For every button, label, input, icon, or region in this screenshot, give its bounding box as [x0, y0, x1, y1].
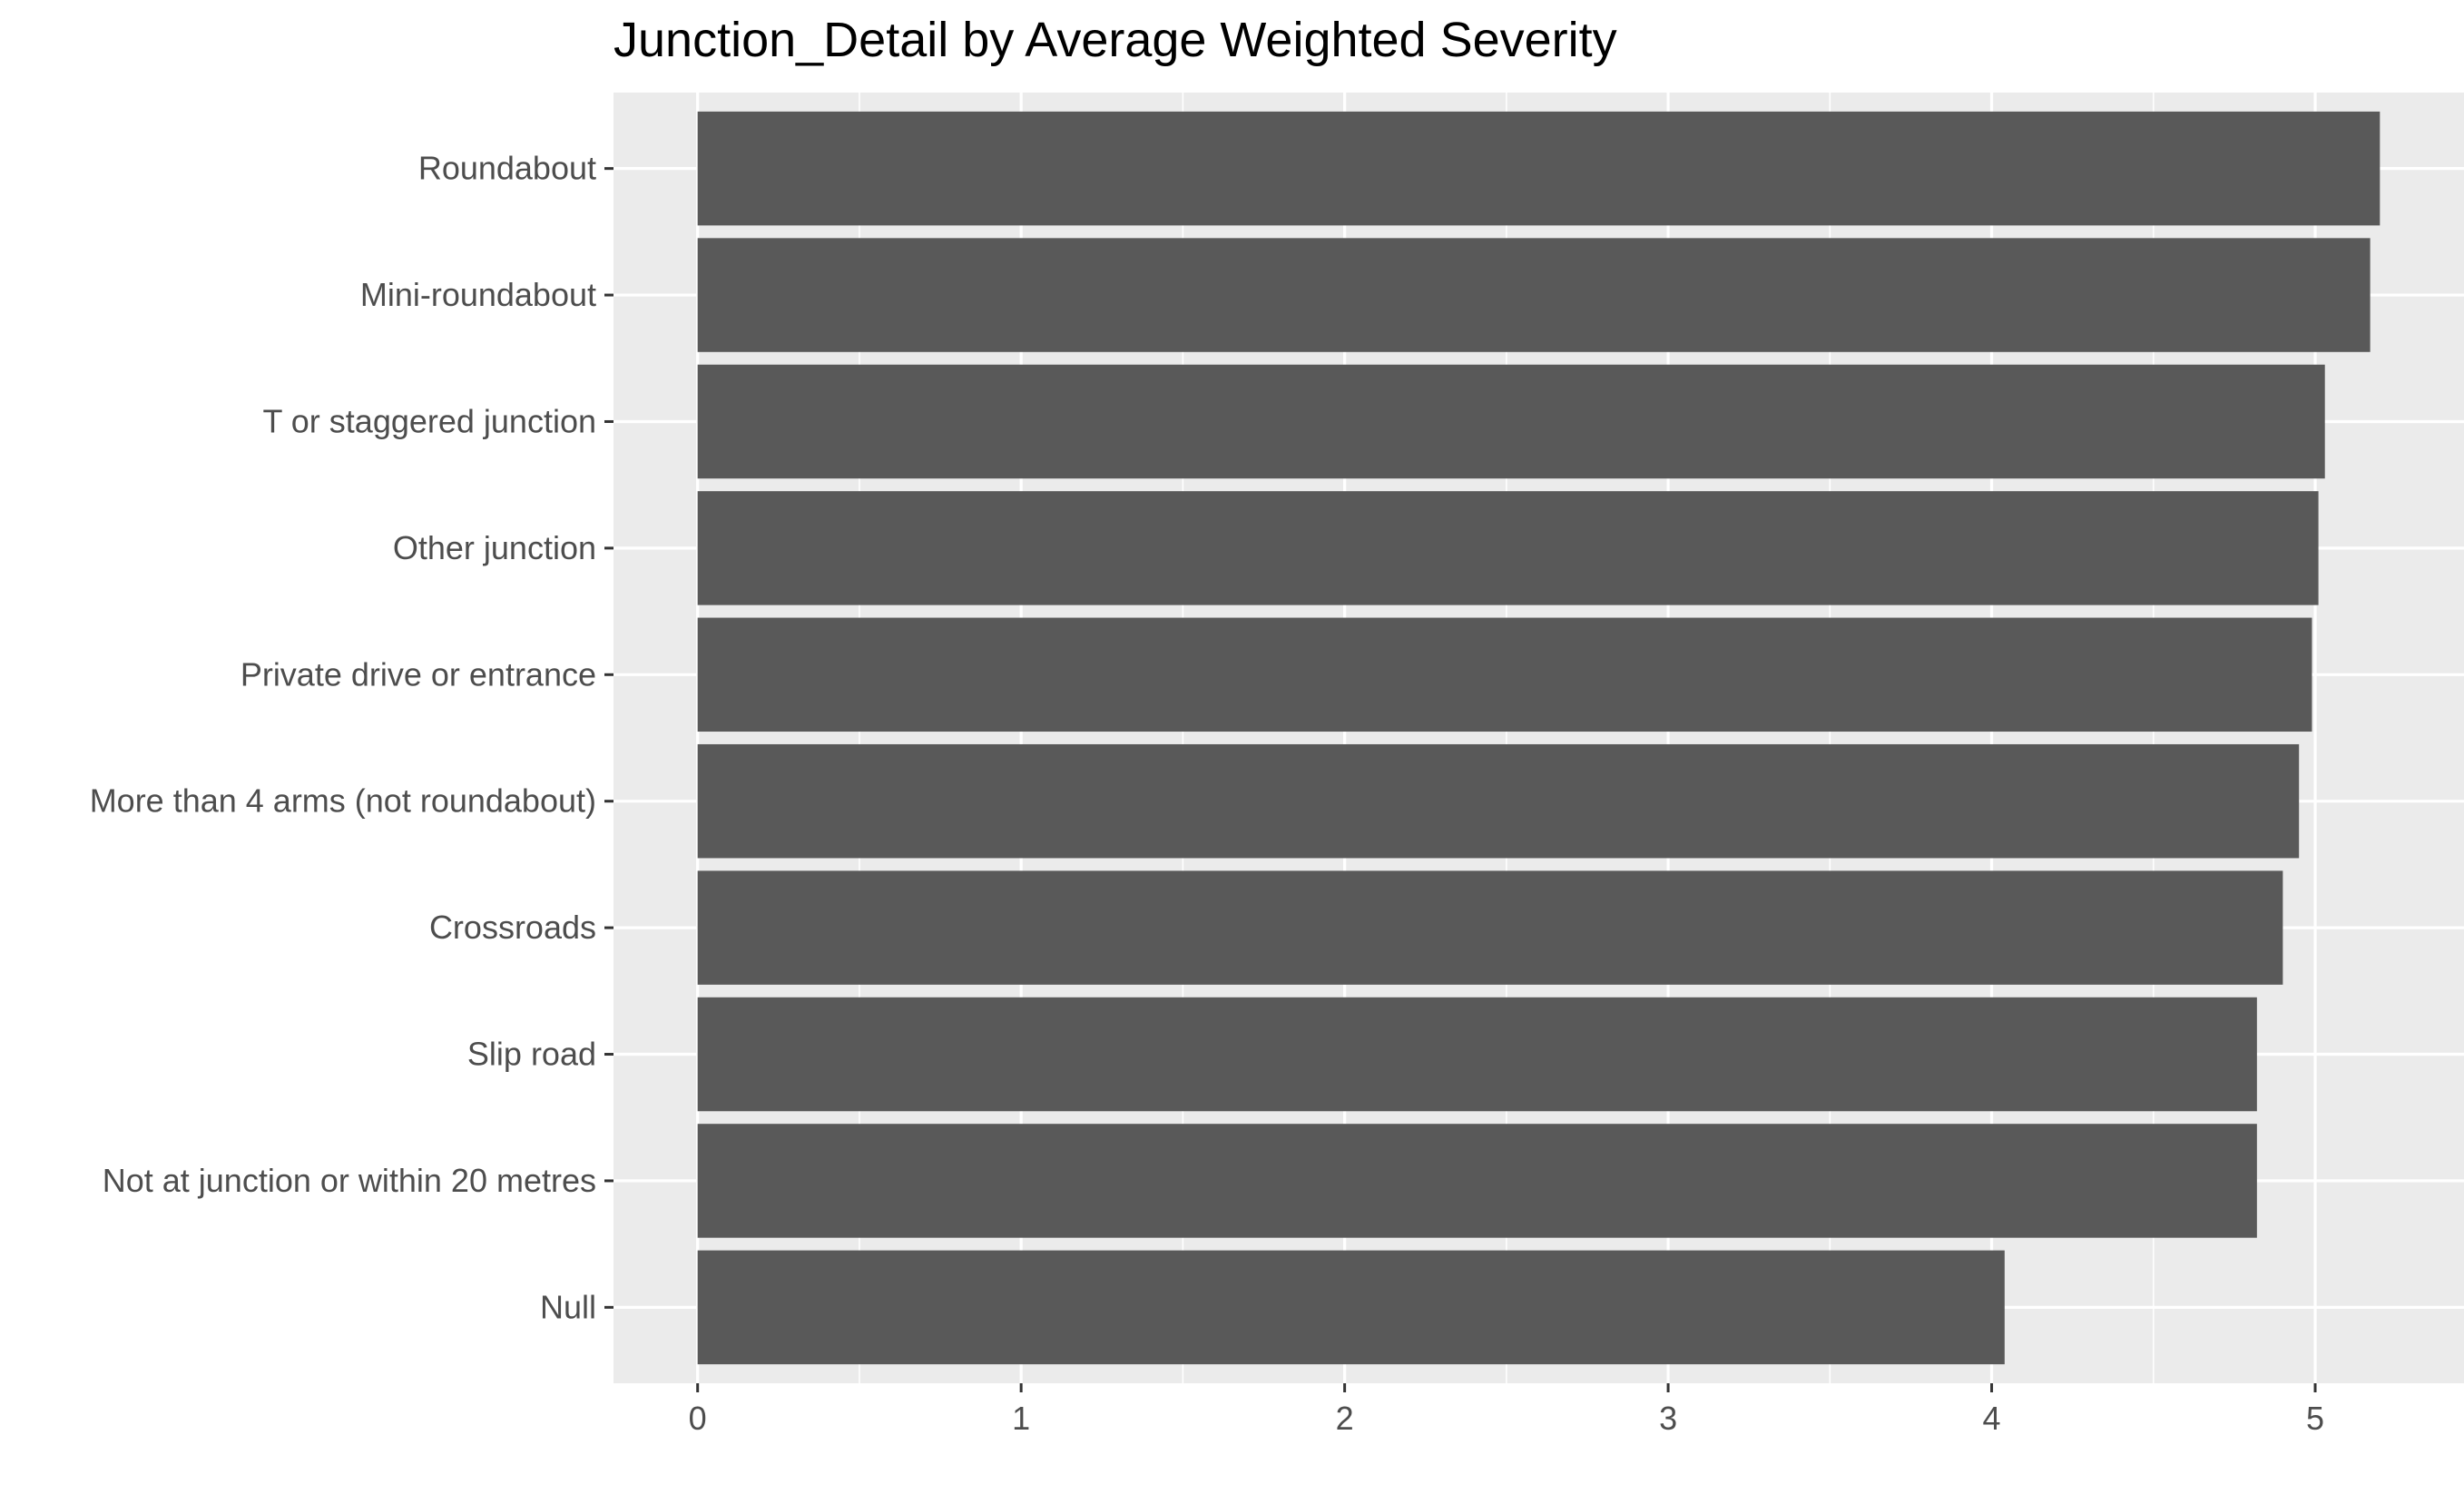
- x-tick-label: 0: [689, 1400, 707, 1437]
- y-axis: Roundabout Mini-roundabout T or staggered …: [90, 150, 614, 1325]
- y-tick-label: Roundabout: [418, 150, 596, 187]
- x-tick-label: 2: [1336, 1400, 1354, 1437]
- bar-roundabout: [697, 111, 2381, 226]
- y-tick-label: Private drive or entrance: [241, 655, 596, 693]
- y-tick-label: Crossroads: [429, 909, 596, 946]
- y-tick-label: Not at junction or within 20 metres: [103, 1162, 596, 1199]
- y-tick-label: Null: [540, 1288, 596, 1325]
- x-tick-label: 1: [1012, 1400, 1030, 1437]
- bar-null: [697, 1250, 2005, 1365]
- y-tick-label: Other junction: [393, 529, 596, 566]
- x-tick-label: 5: [2306, 1400, 2324, 1437]
- bars: [697, 111, 2381, 1365]
- chart-title: Junction_Detail by Average Weighted Seve…: [614, 13, 1617, 67]
- y-tick-label: T or staggered junction: [262, 402, 596, 439]
- bar-more-than-4-arms-not-roundabout: [697, 743, 2300, 859]
- bar-other-junction: [697, 491, 2319, 605]
- y-tick-label: More than 4 arms (not roundabout): [90, 782, 596, 820]
- x-axis: 0 1 2 3 4 5: [689, 1383, 2324, 1437]
- bar-t-or-staggered-junction: [697, 364, 2325, 479]
- x-tick-label: 4: [1983, 1400, 2001, 1437]
- bar-mini-roundabout: [697, 238, 2371, 352]
- bar-not-at-junction-or-within-20-metres: [697, 1124, 2257, 1238]
- x-tick-label: 3: [1659, 1400, 1677, 1437]
- bar-private-drive-or-entrance: [697, 617, 2312, 732]
- bar-slip-road: [697, 997, 2257, 1112]
- y-tick-label: Mini-roundabout: [360, 276, 596, 313]
- y-tick-label: Slip road: [467, 1036, 596, 1073]
- bar-crossroads: [697, 870, 2283, 985]
